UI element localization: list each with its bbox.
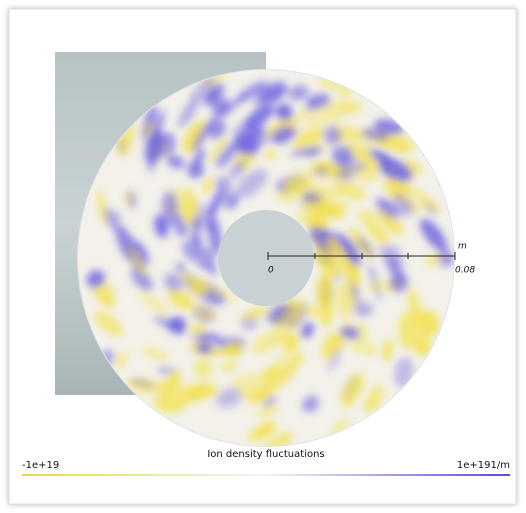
scale-start: 0 xyxy=(268,266,274,276)
scale-unit: m xyxy=(458,242,467,252)
colorbar-min: -1e+19 xyxy=(22,460,59,471)
colorbar-max: 1e+191/m xyxy=(457,460,510,471)
inner-hole xyxy=(218,210,314,306)
fluctuation-blob xyxy=(343,101,362,114)
colorbar xyxy=(22,474,510,476)
screenshot: m 0 0.08 Ion density fluctuations -1e+19… xyxy=(0,0,526,513)
scale-end: 0.08 xyxy=(455,266,475,276)
colorbar-title: Ion density fluctuations xyxy=(207,449,324,460)
fluctuation-blob xyxy=(194,359,213,378)
